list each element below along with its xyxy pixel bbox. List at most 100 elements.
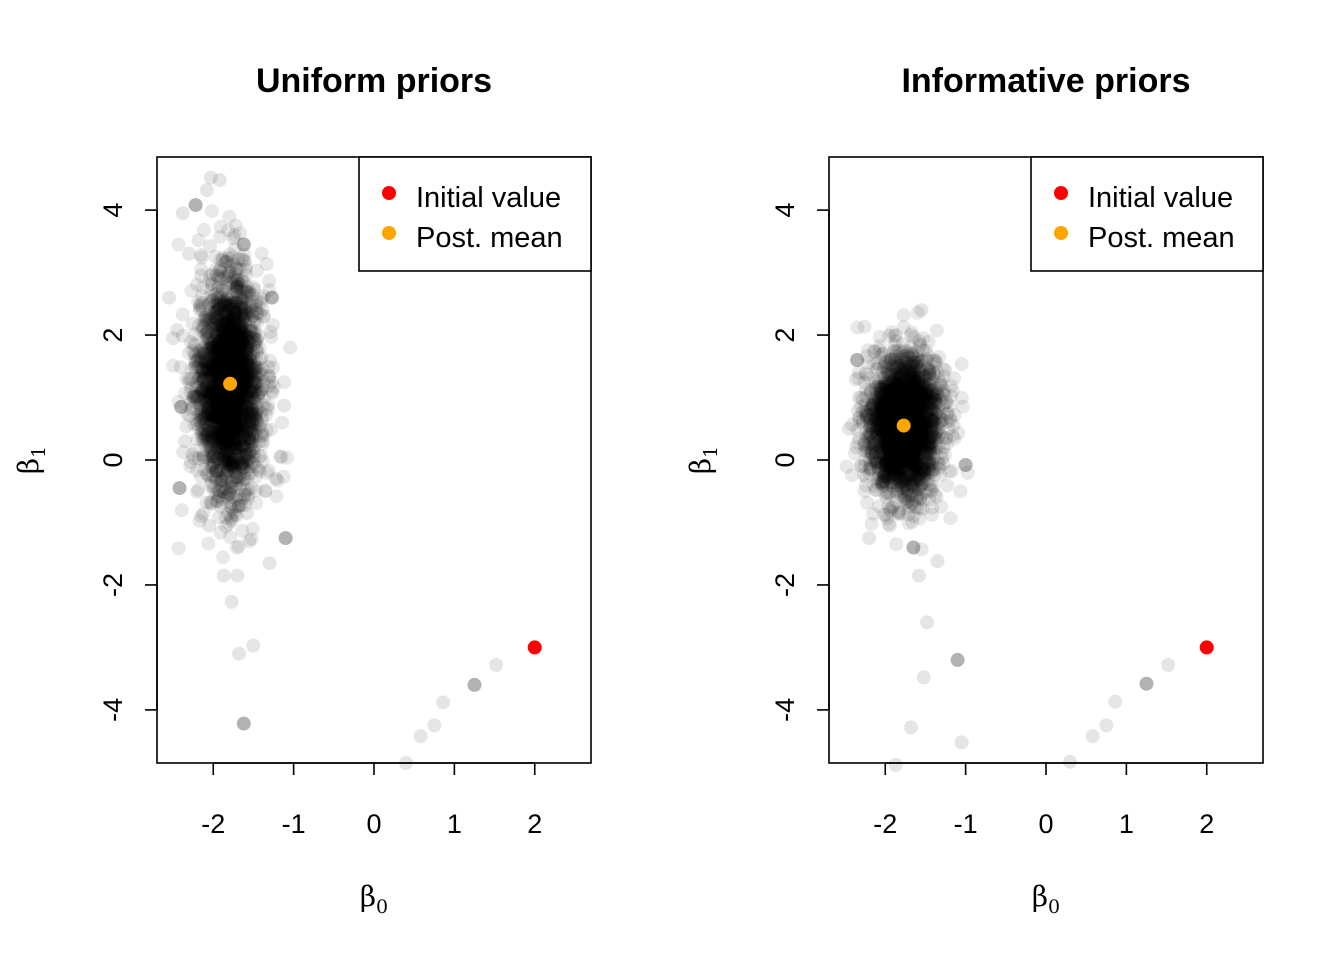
posterior-sample [214,421,229,436]
posterior-sample [232,337,247,352]
posterior-sample [204,367,219,382]
posterior-sample [234,392,249,407]
posterior-sample [239,370,254,384]
posterior-sample [204,432,219,447]
posterior-sample [203,268,218,283]
posterior-sample [231,389,245,404]
posterior-sample [264,422,278,437]
posterior-sample [227,393,242,407]
posterior-sample [240,331,255,345]
posterior-sample [203,371,218,386]
posterior-sample [224,423,239,438]
posterior-sample [215,413,230,428]
posterior-sample [216,294,231,309]
posterior-sample [219,279,233,294]
posterior-sample [217,350,232,365]
posterior-sample [220,254,235,269]
posterior-sample [207,346,222,361]
posterior-sample [225,328,240,343]
sample-point [178,434,193,449]
posterior-sample [212,368,227,383]
posterior-sample [225,400,240,415]
posterior-sample [203,306,218,321]
posterior-sample [251,462,266,476]
posterior-sample [219,446,234,461]
posterior-sample [228,426,243,441]
sample-point [236,237,251,252]
sample-point [224,594,239,609]
posterior-sample [224,337,239,352]
posterior-sample [213,306,228,321]
posterior-sample [206,426,221,441]
sample-point [212,173,227,188]
posterior-sample [246,408,261,423]
posterior-sample [204,415,219,430]
posterior-sample [220,251,235,266]
posterior-sample [222,396,237,410]
posterior-sample [233,330,248,345]
posterior-sample [244,480,259,495]
posterior-sample [850,320,865,335]
posterior-sample [201,399,216,414]
posterior-sample [229,440,244,455]
posterior-sample [204,204,219,219]
posterior-sample [230,401,245,416]
posterior-sample [226,311,241,326]
posterior-sample [193,351,208,365]
posterior-sample [219,398,234,413]
posterior-sample [205,409,219,424]
posterior-sample [223,414,238,428]
posterior-sample [251,360,266,375]
posterior-sample [233,443,248,458]
posterior-sample [214,424,229,439]
posterior-sample [221,301,236,316]
posterior-sample [270,473,285,488]
posterior-sample [236,310,251,325]
posterior-sample [229,411,244,426]
posterior-sample [202,390,217,405]
posterior-sample [194,469,209,484]
posterior-sample [221,395,236,410]
posterior-sample [227,296,242,311]
posterior-sample [208,389,223,404]
posterior-sample [224,440,238,455]
posterior-sample [209,295,224,310]
posterior-sample [235,455,250,470]
posterior-sample [233,429,248,444]
sample-point [216,568,231,583]
posterior-sample [218,337,233,352]
posterior-sample [241,432,256,447]
posterior-sample [211,389,226,404]
posterior-sample [240,424,255,439]
posterior-sample [232,439,247,454]
posterior-sample [175,307,190,322]
posterior-sample [231,421,246,436]
posterior-sample [225,366,239,380]
posterior-sample [226,413,241,428]
posterior-sample [205,414,220,429]
posterior-sample [226,304,241,319]
posterior-sample [234,333,249,348]
posterior-sample [183,459,198,474]
posterior-sample [236,452,250,467]
posterior-sample [236,477,251,492]
posterior-sample [185,447,200,462]
posterior-sample [206,293,221,308]
posterior-sample [224,452,239,467]
posterior-sample [201,536,216,551]
posterior-sample [229,411,244,426]
posterior-sample [213,386,228,401]
posterior-sample [214,328,229,342]
posterior-sample [255,367,270,382]
legend-label-initial: Initial value [416,182,561,214]
posterior-sample [195,302,210,317]
posterior-sample [235,320,250,335]
posterior-sample [197,416,212,431]
posterior-sample [196,222,211,237]
posterior-sample [223,388,238,403]
posterior-sample [261,463,276,478]
posterior-sample [205,407,220,422]
posterior-sample [249,263,264,278]
sample-point [264,290,279,305]
